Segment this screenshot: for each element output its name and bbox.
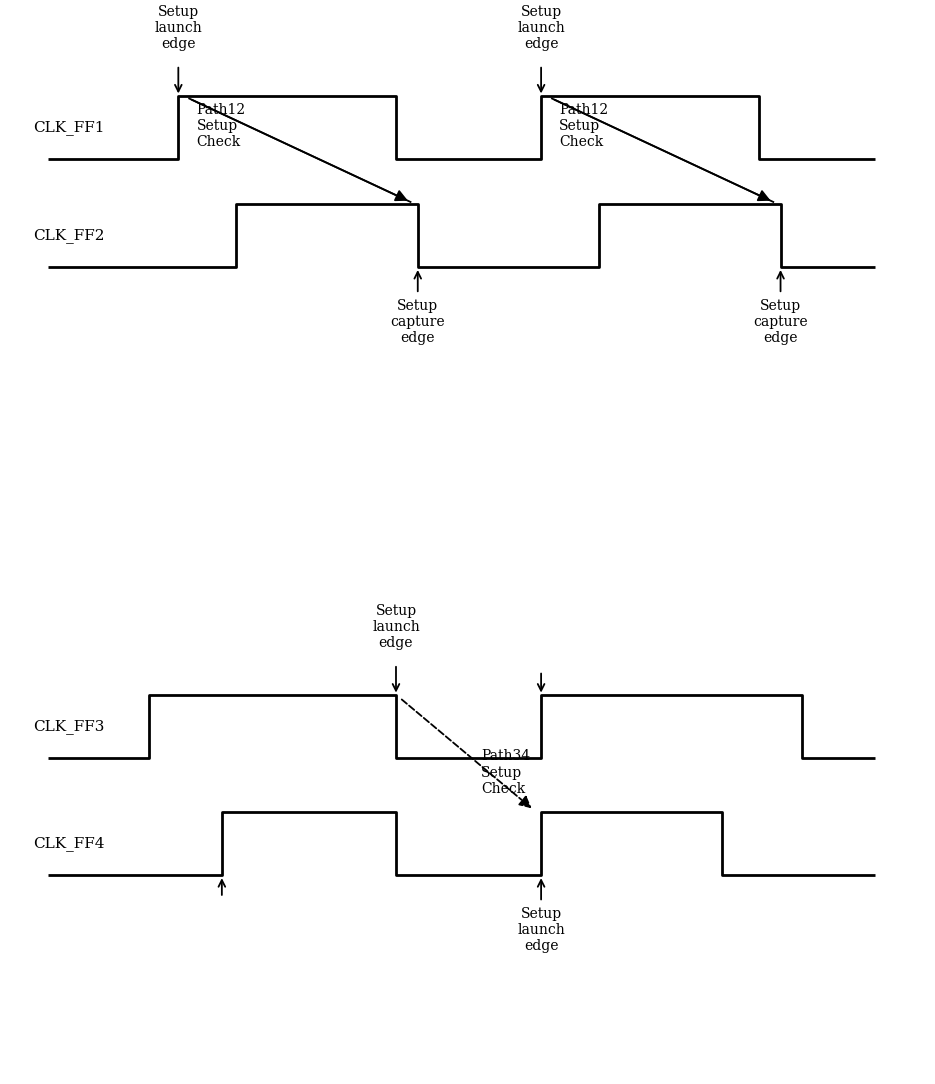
Text: CLK_FF3: CLK_FF3 xyxy=(34,720,105,734)
Text: Path34
Setup
Check: Path34 Setup Check xyxy=(482,749,530,796)
Text: Setup
launch
edge: Setup launch edge xyxy=(517,5,565,51)
Text: CLK_FF4: CLK_FF4 xyxy=(34,837,105,851)
Text: Path12
Setup
Check: Path12 Setup Check xyxy=(559,103,609,150)
Text: Setup
launch
edge: Setup launch edge xyxy=(517,907,565,953)
Text: Setup
capture
edge: Setup capture edge xyxy=(391,298,445,345)
Text: CLK_FF1: CLK_FF1 xyxy=(34,120,105,136)
Text: Setup
launch
edge: Setup launch edge xyxy=(372,604,420,650)
Text: Setup
capture
edge: Setup capture edge xyxy=(754,298,808,345)
Text: Path12
Setup
Check: Path12 Setup Check xyxy=(196,103,246,150)
Text: CLK_FF2: CLK_FF2 xyxy=(34,229,105,243)
Text: Setup
launch
edge: Setup launch edge xyxy=(154,5,202,51)
